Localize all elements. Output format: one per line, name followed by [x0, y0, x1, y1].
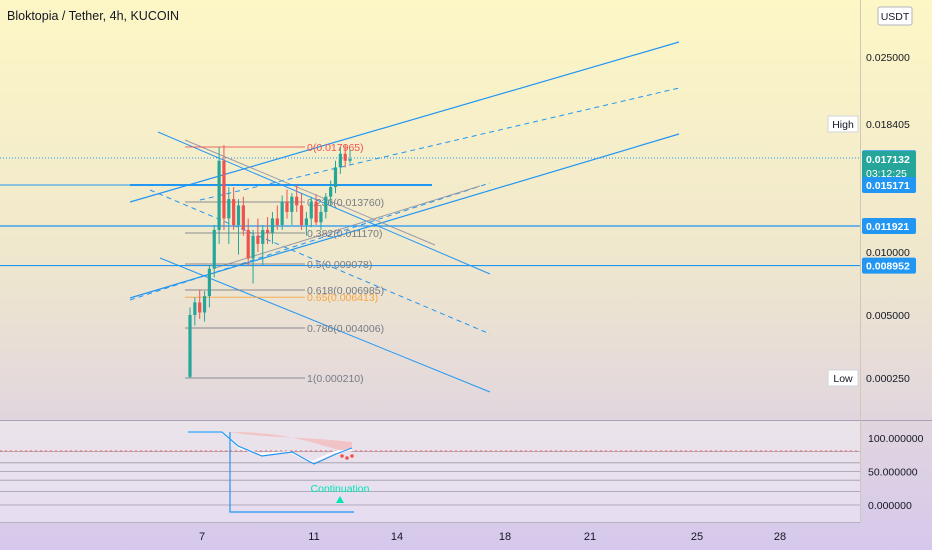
candle-body-2	[198, 302, 202, 313]
candle-body-5	[212, 229, 216, 269]
candle-body-4	[207, 268, 211, 297]
candle-body-29	[329, 187, 333, 197]
candle-body-25	[309, 201, 313, 219]
candle-body-9	[232, 199, 236, 225]
price-badge-box-3	[862, 177, 916, 193]
price-badge-value-3: 0.015171	[866, 180, 910, 192]
candle-body-3	[202, 296, 207, 313]
currency-badge[interactable]: USDT	[881, 11, 910, 23]
price-flag-label-0: High	[832, 119, 854, 131]
grey-trend-line-1	[184, 139, 436, 246]
channel-median-line	[199, 87, 680, 201]
candle-body-22	[295, 196, 299, 206]
candle-body-27	[319, 211, 323, 223]
descending-lower-line	[159, 257, 491, 393]
candle-body-6	[217, 160, 221, 230]
price-badge-box-2	[862, 151, 916, 181]
candle-body-7	[222, 160, 226, 219]
grey-trend-line-2	[214, 185, 481, 269]
symbol-title[interactable]: Bloktopia / Tether, 4h, KUCOIN	[7, 9, 179, 23]
time-tick-1: 11	[308, 531, 319, 543]
price-flag-value-0: 0.018405	[866, 119, 910, 131]
osc-tick-1: 50.000000	[868, 467, 918, 479]
candle-body-33	[348, 159, 352, 161]
fib-label-4: 0.618(0.006985)	[307, 285, 384, 297]
candle-body-14	[256, 235, 260, 244]
candles	[188, 145, 352, 378]
candle-body-0	[188, 315, 192, 377]
fib-label-0: 0(0.017965)	[307, 142, 364, 154]
osc-annotation: Continuation	[311, 483, 370, 495]
time-tick-2: 14	[391, 531, 403, 543]
fib-label-2: 0.382(0.011170)	[307, 228, 383, 240]
price-badge-value-5: 0.008952	[866, 261, 910, 273]
dashed-rising-line	[129, 182, 491, 301]
osc-tick-2: 0.000000	[868, 500, 912, 512]
price-tick-0: 0.025000	[866, 52, 910, 64]
osc-tick-0: 100.000000	[868, 433, 924, 445]
osc-dot-0	[340, 454, 344, 458]
descending-upper-line	[157, 131, 491, 275]
candle-body-24	[304, 218, 308, 225]
fib-label-5: 0.65(0.006413)	[307, 292, 378, 304]
candle-body-26	[314, 201, 318, 223]
candle-body-20	[285, 201, 289, 212]
candle-body-19	[280, 201, 284, 225]
osc-blue-line	[188, 431, 353, 465]
descending-median-line	[149, 189, 491, 335]
oscillator-axis[interactable]: 100.000000 50.000000 0.000000	[868, 433, 924, 512]
fib-label-7: 1(0.000210)	[307, 373, 364, 385]
osc-fill-band	[230, 432, 352, 452]
drawing-lines	[0, 41, 860, 393]
price-flag-box-0	[827, 115, 859, 133]
candle-body-30	[333, 167, 338, 188]
candle-body-11	[241, 205, 245, 230]
candle-body-28	[324, 196, 328, 212]
candle-body-15	[261, 229, 265, 244]
currency-badge-box	[877, 6, 913, 26]
price-badge-box-4	[862, 218, 916, 234]
time-tick-5: 25	[691, 531, 703, 543]
price-tick-1: 0.010000	[866, 247, 910, 259]
candle-body-17	[270, 218, 275, 233]
fib-label-3: 0.5(0.009078)	[307, 259, 372, 271]
candle-body-18	[275, 218, 279, 225]
fib-label-1: 0.236(0.013760)	[307, 197, 384, 209]
time-axis[interactable]: 7 11 14 18 21 25 28	[199, 531, 786, 543]
osc-dot-1	[345, 456, 349, 460]
candle-body-16	[266, 229, 270, 233]
candle-body-31	[338, 153, 342, 168]
price-badge-value-2: 0.017132	[866, 154, 910, 166]
time-tick-4: 21	[584, 531, 596, 543]
candle-body-23	[299, 205, 304, 225]
fib-label-6: 0.786(0.004006)	[307, 323, 384, 335]
price-badge-value-4: 0.011921	[866, 221, 909, 233]
candle-body-21	[290, 196, 294, 212]
price-axis[interactable]: 0.025000 0.010000 0.005000 High 0.018405 0.01…	[827, 52, 916, 387]
osc-annotation-arrow	[336, 496, 344, 503]
price-badge-box-5	[862, 257, 916, 274]
osc-dot-2	[350, 454, 354, 458]
time-tick-0: 7	[199, 531, 205, 543]
candle-body-13	[251, 235, 255, 259]
oscillator-pane: Continuation	[0, 421, 860, 522]
candle-body-32	[343, 153, 347, 161]
osc-bracket-line	[229, 432, 354, 513]
channel-lower-line	[129, 133, 680, 299]
candle-body-12	[246, 229, 250, 259]
price-flag-box-6	[827, 369, 859, 387]
price-flag-value-6: 0.000250	[866, 373, 910, 385]
channel-upper-line	[129, 41, 680, 203]
time-tick-6: 28	[774, 531, 786, 543]
price-flag-label-6: Low	[833, 373, 853, 385]
price-tick-2: 0.005000	[866, 310, 910, 322]
candle-body-1	[193, 302, 197, 315]
candle-body-10	[236, 205, 241, 225]
time-tick-3: 18	[499, 531, 511, 543]
candle-body-8	[227, 199, 231, 219]
